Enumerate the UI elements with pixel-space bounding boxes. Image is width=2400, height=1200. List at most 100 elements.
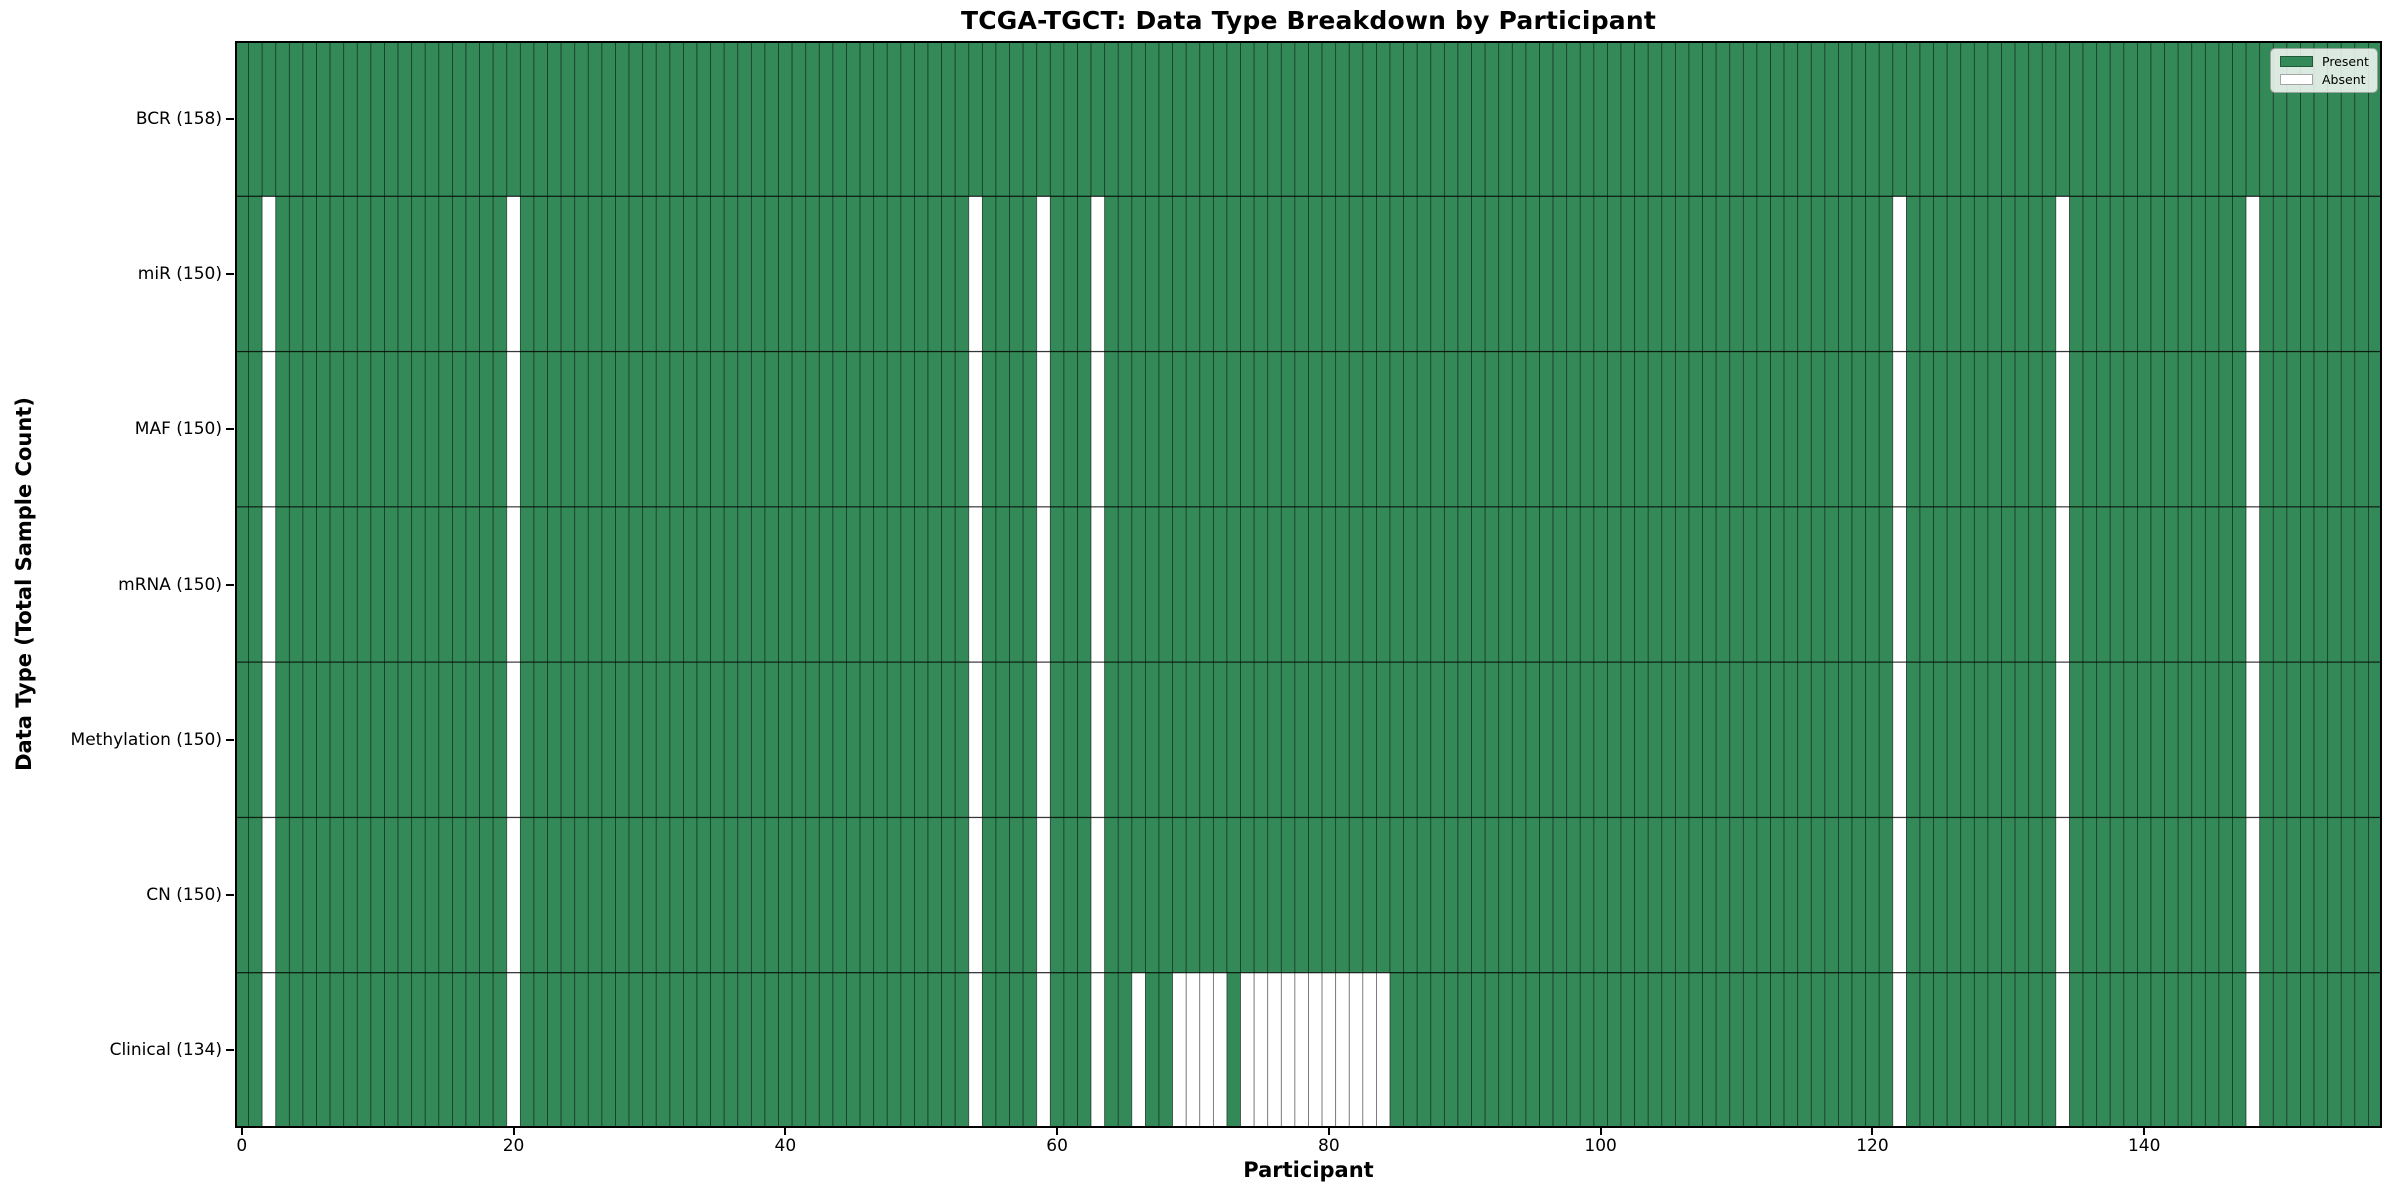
cell-Methylation-128 — [1973, 661, 1989, 818]
cell-mRNA-140 — [2137, 506, 2152, 663]
cell-Clinical-107 — [1688, 972, 1703, 1128]
cell-MAF-90 — [1457, 351, 1472, 508]
cell-mRNA-143 — [2177, 506, 2193, 663]
cell-mRNA-156 — [2354, 506, 2369, 663]
legend-swatch-absent — [2280, 74, 2313, 85]
ytick-label-BCR: BCR (158) — [135, 108, 222, 129]
ytick-label-CN: CN (150) — [146, 885, 222, 906]
cell-mRNA-47 — [873, 506, 888, 663]
cell-Methylation-148 — [2245, 661, 2261, 818]
cell-Methylation-72 — [1212, 661, 1228, 818]
cell-miR-72 — [1212, 195, 1228, 352]
cell-BCR-29 — [628, 41, 644, 197]
cell-miR-36 — [723, 195, 739, 352]
cell-Clinical-97 — [1552, 972, 1568, 1128]
cell-miR-115 — [1797, 195, 1812, 352]
cell-miR-141 — [2150, 195, 2165, 352]
cell-Methylation-92 — [1484, 661, 1500, 818]
cell-Methylation-94 — [1511, 661, 1527, 818]
cell-miR-124 — [1919, 195, 1934, 352]
cell-miR-131 — [2014, 195, 2030, 352]
cell-CN-124 — [1919, 817, 1934, 974]
cell-miR-42 — [805, 195, 820, 352]
cell-MAF-95 — [1525, 351, 1540, 508]
cell-Methylation-136 — [2082, 661, 2098, 818]
cell-Methylation-35 — [710, 661, 725, 818]
cell-CN-42 — [805, 817, 820, 974]
cell-Methylation-88 — [1430, 661, 1445, 818]
cell-CN-87 — [1416, 817, 1432, 974]
cell-Methylation-119 — [1851, 661, 1867, 818]
cell-Methylation-98 — [1566, 661, 1581, 818]
cell-mRNA-14 — [424, 506, 440, 663]
cell-BCR-116 — [1810, 41, 1826, 197]
cell-MAF-11 — [384, 351, 399, 508]
cell-Clinical-85 — [1389, 972, 1405, 1128]
cell-Clinical-89 — [1443, 972, 1459, 1128]
cell-CN-53 — [954, 817, 970, 974]
cell-Methylation-147 — [2232, 661, 2247, 818]
cell-mRNA-80 — [1321, 506, 1337, 663]
cell-MAF-44 — [832, 351, 847, 508]
cell-miR-92 — [1484, 195, 1500, 352]
cell-CN-120 — [1865, 817, 1880, 974]
cell-BCR-51 — [927, 41, 943, 197]
cell-MAF-12 — [397, 351, 413, 508]
cell-CN-157 — [2368, 817, 2382, 974]
cell-MAF-74 — [1240, 351, 1255, 508]
cell-Methylation-111 — [1742, 661, 1758, 818]
cell-MAF-15 — [438, 351, 453, 508]
cell-miR-157 — [2368, 195, 2382, 352]
cell-Methylation-81 — [1335, 661, 1350, 818]
cell-mRNA-84 — [1376, 506, 1391, 663]
cell-CN-103 — [1634, 817, 1649, 974]
cell-BCR-48 — [886, 41, 902, 197]
cell-Methylation-107 — [1688, 661, 1703, 818]
cell-CN-20 — [506, 817, 521, 974]
cell-MAF-50 — [914, 351, 929, 508]
cell-Methylation-18 — [479, 661, 494, 818]
cell-CN-10 — [370, 817, 385, 974]
cell-Methylation-120 — [1865, 661, 1880, 818]
cell-MAF-101 — [1607, 351, 1622, 508]
cell-mRNA-10 — [370, 506, 385, 663]
cell-miR-94 — [1511, 195, 1527, 352]
cell-Clinical-108 — [1702, 972, 1717, 1128]
cell-MAF-33 — [683, 351, 698, 508]
cell-miR-16 — [452, 195, 467, 352]
cell-BCR-10 — [370, 41, 385, 197]
cell-BCR-28 — [615, 41, 630, 197]
cell-CN-6 — [316, 817, 331, 974]
cell-Clinical-135 — [2069, 972, 2084, 1128]
cell-CN-68 — [1158, 817, 1174, 974]
cell-mRNA-90 — [1457, 506, 1472, 663]
cell-Clinical-96 — [1539, 972, 1554, 1128]
cell-Clinical-16 — [452, 972, 467, 1128]
cell-BCR-96 — [1539, 41, 1554, 197]
cell-CN-36 — [723, 817, 739, 974]
cell-miR-9 — [356, 195, 372, 352]
cell-Clinical-52 — [941, 972, 956, 1128]
cell-miR-68 — [1158, 195, 1174, 352]
cell-miR-155 — [2340, 195, 2356, 352]
cell-BCR-8 — [343, 41, 358, 197]
cell-miR-95 — [1525, 195, 1540, 352]
cell-Methylation-52 — [941, 661, 956, 818]
cell-mRNA-146 — [2218, 506, 2233, 663]
cell-CN-109 — [1715, 817, 1731, 974]
cell-CN-76 — [1267, 817, 1282, 974]
cell-mRNA-145 — [2204, 506, 2220, 663]
cell-Clinical-92 — [1484, 972, 1500, 1128]
cell-MAF-139 — [2123, 351, 2138, 508]
cell-mRNA-114 — [1783, 506, 1799, 663]
cell-BCR-22 — [533, 41, 548, 197]
cell-miR-123 — [1906, 195, 1921, 352]
cell-CN-44 — [832, 817, 847, 974]
cell-miR-23 — [547, 195, 562, 352]
cell-miR-133 — [2041, 195, 2057, 352]
cell-mRNA-54 — [968, 506, 983, 663]
cell-BCR-91 — [1471, 41, 1486, 197]
cell-miR-101 — [1607, 195, 1622, 352]
cell-MAF-127 — [1960, 351, 1975, 508]
cell-miR-22 — [533, 195, 548, 352]
